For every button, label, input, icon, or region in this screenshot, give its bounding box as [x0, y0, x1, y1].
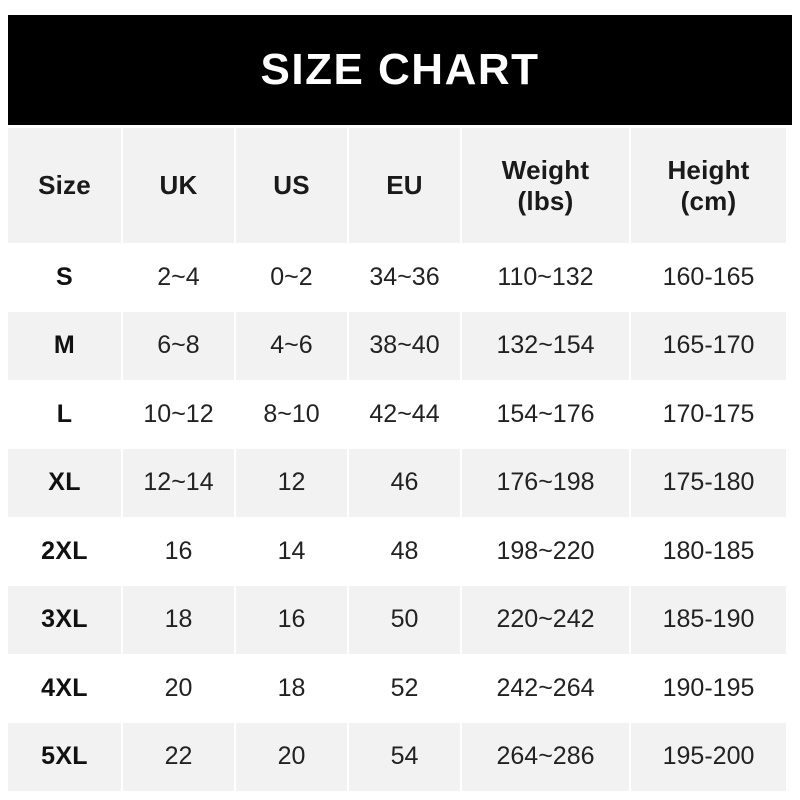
cell-size: M [8, 311, 123, 380]
cell-weight: 110~132 [461, 243, 631, 312]
cell-uk: 6~8 [122, 311, 236, 380]
cell-us: 4~6 [235, 311, 349, 380]
size-chart-table: Size UK US EU Weight (lbs) [8, 128, 786, 791]
page-title: SIZE CHART [260, 45, 540, 94]
cell-height: 175-180 [662, 468, 755, 497]
table-row: L 10~12 8~10 42~44 154~176 170-175 [8, 380, 786, 449]
size-chart-table-wrapper: Size UK US EU Weight (lbs) [8, 128, 786, 791]
cell-weight: 154~176 [461, 380, 631, 449]
cell-size: 3XL [8, 585, 123, 654]
column-header-us-label: US [273, 170, 310, 201]
column-header-height-label: Height [667, 154, 750, 185]
cell-size: 4XL [8, 654, 123, 723]
cell-eu: 34~36 [348, 243, 462, 312]
cell-us: 16 [235, 585, 349, 654]
cell-height: 180-185 [662, 536, 755, 565]
header-row: Size UK US EU Weight (lbs) [8, 128, 786, 243]
column-header-eu-label: EU [386, 170, 423, 201]
cell-eu: 38~40 [348, 311, 462, 380]
cell-size: XL [8, 448, 123, 517]
cell-us: 20 [235, 722, 349, 791]
cell-us: 0~2 [235, 243, 349, 312]
cell-weight: 264~286 [461, 722, 631, 791]
cell-size: S [8, 243, 123, 312]
cell-weight: 176~198 [461, 448, 631, 517]
table-row: 3XL 18 16 50 220~242 185-190 [8, 585, 786, 654]
cell-eu: 48 [348, 517, 462, 586]
cell-weight: 220~242 [461, 585, 631, 654]
cell-weight: 132~154 [461, 311, 631, 380]
cell-uk: 12~14 [122, 448, 236, 517]
cell-weight: 198~220 [461, 517, 631, 586]
column-header-uk: UK [122, 128, 236, 243]
table-body: S 2~4 0~2 34~36 110~132 160-165 M 6~8 4~… [8, 243, 786, 791]
column-header-size: Size [8, 128, 123, 243]
cell-size: L [8, 380, 123, 449]
cell-eu: 42~44 [348, 380, 462, 449]
cell-height: 185-190 [662, 605, 755, 634]
cell-us: 18 [235, 654, 349, 723]
table-row: 5XL 22 20 54 264~286 195-200 [8, 722, 786, 791]
table-row: 2XL 16 14 48 198~220 180-185 [8, 517, 786, 586]
cell-height: 165-170 [662, 331, 755, 360]
column-header-height: Height (cm) [630, 128, 786, 243]
table-row: S 2~4 0~2 34~36 110~132 160-165 [8, 243, 786, 312]
cell-height: 160-165 [662, 262, 755, 291]
table-row: 4XL 20 18 52 242~264 190-195 [8, 654, 786, 723]
cell-uk: 18 [122, 585, 236, 654]
cell-weight: 242~264 [461, 654, 631, 723]
table-row: M 6~8 4~6 38~40 132~154 165-170 [8, 311, 786, 380]
cell-uk: 10~12 [122, 380, 236, 449]
column-header-weight-label: Weight [501, 154, 590, 185]
cell-eu: 54 [348, 722, 462, 791]
cell-uk: 22 [122, 722, 236, 791]
column-header-size-label: Size [38, 170, 91, 201]
cell-uk: 20 [122, 654, 236, 723]
cell-us: 12 [235, 448, 349, 517]
cell-eu: 52 [348, 654, 462, 723]
cell-us: 8~10 [235, 380, 349, 449]
column-header-weight-unit: (lbs) [517, 185, 574, 216]
column-header-eu: EU [348, 128, 462, 243]
column-header-height-unit: (cm) [680, 185, 737, 216]
column-header-weight: Weight (lbs) [461, 128, 631, 243]
cell-height: 190-195 [662, 673, 755, 702]
cell-size: 2XL [8, 517, 123, 586]
cell-size: 5XL [8, 722, 123, 791]
title-banner: SIZE CHART [8, 15, 792, 125]
cell-eu: 46 [348, 448, 462, 517]
cell-height: 195-200 [662, 742, 755, 771]
column-header-uk-label: UK [159, 170, 198, 201]
table-header: Size UK US EU Weight (lbs) [8, 128, 786, 243]
cell-uk: 16 [122, 517, 236, 586]
cell-us: 14 [235, 517, 349, 586]
cell-uk: 2~4 [122, 243, 236, 312]
table-row: XL 12~14 12 46 176~198 175-180 [8, 448, 786, 517]
cell-height: 170-175 [662, 399, 755, 428]
column-header-us: US [235, 128, 349, 243]
cell-eu: 50 [348, 585, 462, 654]
